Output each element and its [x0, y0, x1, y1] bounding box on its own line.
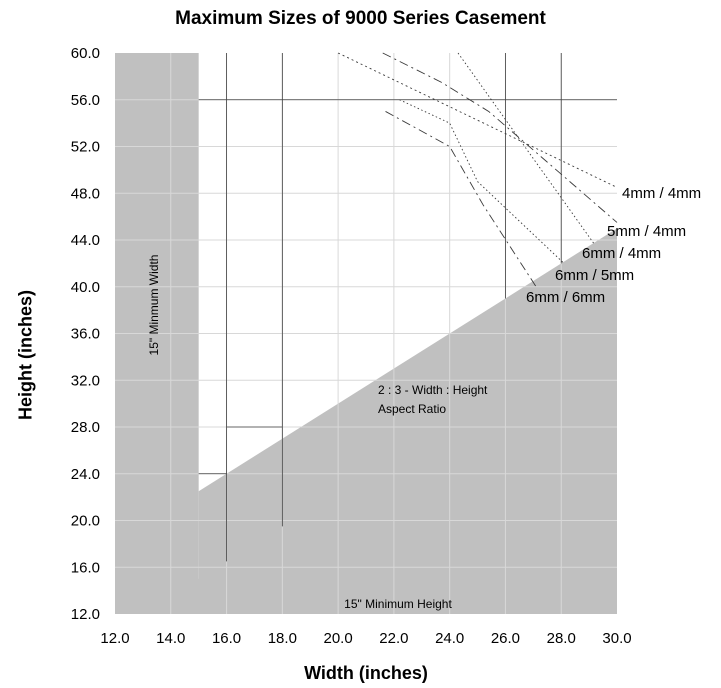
y-tick-label: 40.0	[71, 279, 100, 296]
series-curve	[337, 52, 618, 188]
aspect-ratio-region	[198, 228, 617, 614]
chart-title: Maximum Sizes of 9000 Series Casement	[175, 8, 546, 29]
tick-labels: 12.0 14.0 16.0 18.0 20.0 22.0 24.0 26.0 28.0 30.0…	[71, 45, 632, 647]
y-tick-label: 20.0	[71, 513, 100, 530]
gridlines	[115, 53, 617, 614]
series-label: 6mm / 6mm	[526, 289, 605, 306]
x-tick-label: 18.0	[268, 630, 297, 647]
y-tick-label: 44.0	[71, 232, 100, 249]
y-tick-label: 52.0	[71, 139, 100, 156]
x-axis-label: Width (inches)	[304, 663, 428, 683]
series-label: 5mm / 4mm	[607, 223, 686, 240]
y-axis-label: Height (inches)	[15, 289, 36, 421]
x-tick-label: 14.0	[156, 630, 185, 647]
min-width-annotation: 15" Minmum Width	[147, 255, 161, 356]
y-tick-label: 48.0	[71, 185, 100, 202]
aspect-ratio-annotation-2: Aspect Ratio	[378, 402, 446, 416]
y-tick-label: 36.0	[71, 326, 100, 343]
annotations: 15" Minmum Width 15" Minimum Height 2 : 3 …	[147, 255, 488, 611]
series-label: 6mm / 5mm	[555, 267, 634, 284]
series-curve	[385, 111, 537, 287]
curves	[337, 52, 618, 287]
x-tick-label: 30.0	[602, 630, 631, 647]
series-label: 4mm / 4mm	[622, 185, 701, 202]
y-tick-label: 28.0	[71, 419, 100, 436]
x-tick-label: 24.0	[435, 630, 464, 647]
x-tick-label: 12.0	[100, 630, 129, 647]
series-curve	[382, 52, 618, 223]
aspect-ratio-annotation: 2 : 3 - Width : Height	[378, 383, 488, 397]
y-tick-label: 12.0	[71, 606, 100, 623]
y-tick-label: 56.0	[71, 92, 100, 109]
y-tick-label: 32.0	[71, 372, 100, 389]
x-tick-label: 28.0	[547, 630, 576, 647]
series-label: 6mm / 4mm	[582, 245, 661, 262]
curve-labels: 4mm / 4mm 5mm / 4mm 6mm / 4mm 6mm / 5mm 6mm …	[526, 185, 701, 306]
y-tick-label: 60.0	[71, 45, 100, 62]
x-tick-label: 26.0	[491, 630, 520, 647]
y-tick-label: 24.0	[71, 466, 100, 483]
min-height-annotation: 15" Minimum Height	[344, 597, 452, 611]
y-tick-label: 16.0	[71, 559, 100, 576]
series-curve	[457, 52, 596, 245]
x-tick-label: 20.0	[324, 630, 353, 647]
x-tick-label: 16.0	[212, 630, 241, 647]
x-tick-label: 22.0	[379, 630, 408, 647]
series-curve	[399, 99, 565, 264]
